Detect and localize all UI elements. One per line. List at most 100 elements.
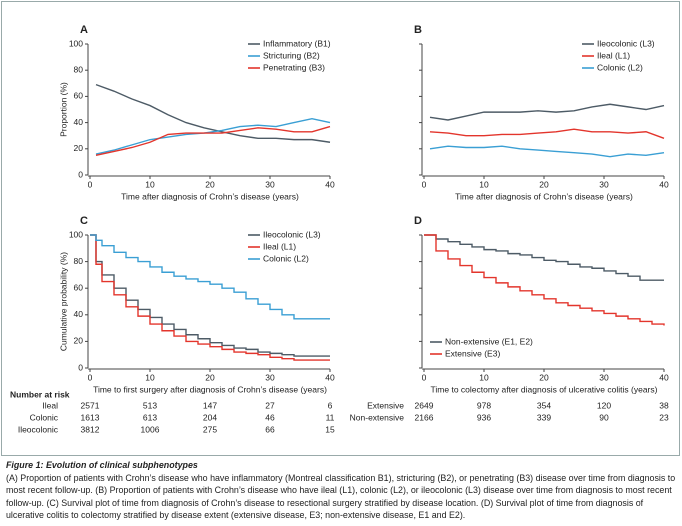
y-tick-label: 60 — [74, 282, 84, 292]
x-tick-label: 20 — [205, 179, 215, 189]
risk-row-label: Ileocolonic — [18, 424, 59, 434]
risk-value: 66 — [265, 424, 275, 434]
legend-label: Penetrating (B3) — [263, 62, 325, 72]
risk-title: Number at risk — [10, 389, 70, 399]
y-tick-label: 100 — [69, 38, 83, 48]
panel-letter: C — [80, 215, 88, 227]
x-tick-label: 0 — [88, 179, 93, 189]
series-line — [95, 117, 331, 155]
legend-label: Colonic (L2) — [263, 253, 309, 263]
risk-row-label: Ileal — [42, 400, 58, 410]
risk-value: 27 — [265, 400, 275, 410]
series-line — [90, 234, 330, 357]
risk-value: 513 — [143, 400, 157, 410]
risk-value: 2166 — [415, 412, 434, 422]
x-tick-label: 0 — [88, 372, 93, 382]
risk-value: 978 — [477, 400, 491, 410]
y-tick-label: 20 — [74, 143, 84, 153]
x-tick-label: 30 — [599, 372, 609, 382]
y-axis-label: Proportion (%) — [58, 82, 68, 137]
x-tick-label: 30 — [265, 179, 275, 189]
series-line — [95, 125, 331, 157]
series-line — [90, 234, 330, 361]
x-tick-label: 0 — [422, 179, 427, 189]
x-tick-label: 20 — [539, 372, 549, 382]
risk-value: 3812 — [81, 424, 100, 434]
x-axis-label: Time after diagnosis of Crohn’s disease … — [121, 191, 299, 201]
x-tick-label: 10 — [145, 372, 155, 382]
y-tick-label: 80 — [74, 64, 84, 74]
risk-value: 354 — [537, 400, 551, 410]
risk-value: 11 — [326, 412, 335, 422]
legend-label: Ileal (L1) — [263, 241, 296, 251]
risk-value: 6 — [328, 400, 333, 410]
risk-value: 275 — [203, 424, 217, 434]
caption-title: Figure 1: Evolution of clinical subpheno… — [6, 460, 198, 470]
series-line — [95, 83, 331, 143]
x-axis-label: Time after diagnosis of Crohn’s disease … — [455, 191, 633, 201]
y-axis-label: Cumulative probability (%) — [58, 252, 68, 351]
x-tick-label: 20 — [539, 179, 549, 189]
risk-value: 1613 — [81, 412, 100, 422]
risk-value: 1006 — [141, 424, 160, 434]
y-tick-label: 60 — [74, 91, 84, 101]
y-tick-label: 40 — [74, 117, 84, 127]
x-tick-label: 0 — [422, 372, 427, 382]
risk-row-label: Colonic — [30, 412, 59, 422]
y-tick-label: 20 — [74, 336, 84, 346]
risk-value: 204 — [203, 412, 217, 422]
panel-letter: A — [80, 24, 88, 36]
panel-letter: B — [414, 24, 422, 36]
y-tick-label: 80 — [74, 256, 84, 266]
risk-value: 613 — [143, 412, 157, 422]
legend-label: Ileocolonic (L3) — [597, 38, 655, 48]
x-tick-label: 30 — [599, 179, 609, 189]
risk-value: 23 — [659, 412, 669, 422]
legend-label: Colonic (L2) — [597, 62, 643, 72]
legend-label: Inflammatory (B1) — [263, 38, 331, 48]
x-tick-label: 40 — [325, 179, 335, 189]
risk-row-label: Non-extensive — [350, 412, 405, 422]
y-tick-label: 0 — [78, 362, 83, 372]
series-line — [429, 145, 665, 158]
x-tick-label: 10 — [145, 179, 155, 189]
legend-label: Stricturing (B2) — [263, 50, 320, 60]
caption-text: (A) Proportion of patients with Crohn’s … — [6, 472, 676, 521]
x-tick-label: 40 — [659, 179, 669, 189]
y-tick-label: 100 — [69, 229, 83, 239]
risk-value: 2649 — [415, 400, 434, 410]
series-line — [429, 103, 665, 121]
risk-value: 147 — [203, 400, 217, 410]
risk-value: 339 — [537, 412, 551, 422]
y-tick-label: 40 — [74, 309, 84, 319]
risk-value: 2571 — [81, 400, 100, 410]
x-axis-label: Time to first surgery after diagnosis of… — [93, 384, 327, 394]
x-tick-label: 10 — [479, 372, 489, 382]
series-line — [429, 128, 665, 139]
y-tick-label: 0 — [78, 169, 83, 179]
legend-label: Ileal (L1) — [597, 50, 630, 60]
x-tick-label: 10 — [479, 179, 489, 189]
x-tick-label: 40 — [325, 372, 335, 382]
legend-label: Non-extensive (E1, E2) — [445, 336, 533, 346]
risk-value: 90 — [599, 412, 609, 422]
risk-value: 120 — [597, 400, 611, 410]
legend-label: Ileocolonic (L3) — [263, 229, 321, 239]
x-tick-label: 20 — [205, 372, 215, 382]
caption: Figure 1: Evolution of clinical subpheno… — [6, 459, 678, 522]
frame — [1, 1, 680, 456]
risk-value: 936 — [477, 412, 491, 422]
series-line — [90, 234, 330, 320]
series-line — [424, 234, 664, 281]
risk-row-label: Extensive — [367, 400, 404, 410]
x-axis-label: Time to colectomy after diagnosis of ulc… — [431, 384, 658, 394]
panel-letter: D — [414, 215, 422, 227]
risk-value: 38 — [659, 400, 669, 410]
x-tick-label: 30 — [265, 372, 275, 382]
x-tick-label: 40 — [659, 372, 669, 382]
risk-value: 15 — [325, 424, 335, 434]
risk-value: 46 — [265, 412, 275, 422]
series-line — [424, 234, 665, 326]
